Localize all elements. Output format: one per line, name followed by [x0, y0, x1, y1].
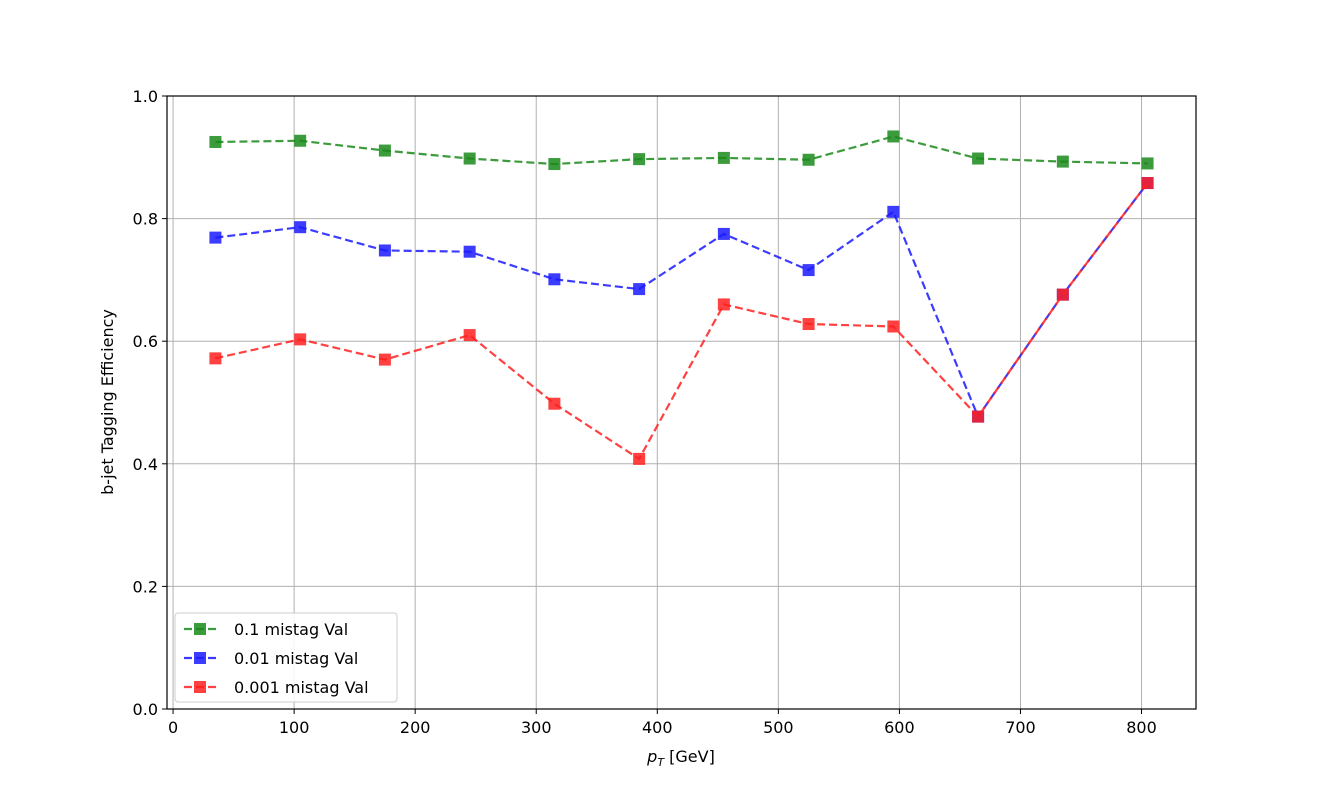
x-tick-label: 0: [168, 718, 178, 737]
legend-box: [174, 612, 398, 703]
data-point: [209, 352, 222, 365]
legend-label: 0.1 mistag Val: [234, 620, 348, 639]
y-tick-label: 0.2: [133, 577, 158, 596]
data-point: [463, 245, 476, 258]
x-tick-label: 400: [642, 718, 673, 737]
data-point: [548, 397, 561, 410]
data-point: [887, 320, 900, 333]
data-point: [717, 151, 730, 164]
y-tick-label: 0.8: [133, 210, 158, 229]
data-point: [378, 353, 391, 366]
legend-entry-2: 0.01 mistag Val: [184, 649, 358, 668]
data-point: [802, 318, 815, 331]
x-tick-label: 500: [763, 718, 794, 737]
x-axis-label: pT [GeV]: [646, 747, 715, 769]
x-tick-label: 300: [521, 718, 552, 737]
y-axis-label: b-jet Tagging Efficiency: [98, 309, 117, 495]
data-point: [802, 264, 815, 277]
series-line: [215, 135, 1148, 166]
y-tick-label: 0.6: [133, 332, 158, 351]
data-series: [209, 130, 1154, 465]
data-point: [633, 283, 646, 296]
data-point: [887, 130, 900, 143]
plot-frame: [166, 95, 1197, 710]
data-point: [972, 152, 985, 165]
data-point: [463, 152, 476, 165]
data-point: [209, 231, 222, 244]
data-point: [294, 333, 307, 346]
data-point: [717, 227, 730, 240]
data-point: [972, 410, 985, 423]
data-point: [294, 221, 307, 234]
data-point: [463, 329, 476, 342]
data-point: [548, 158, 561, 171]
y-tick-label: 0.4: [133, 455, 158, 474]
data-point: [887, 205, 900, 218]
data-point: [1056, 288, 1069, 301]
legend-entry-3: 0.001 mistag Val: [184, 678, 369, 697]
data-point: [294, 134, 307, 147]
x-tick-label: 200: [400, 718, 431, 737]
legend-label: 0.01 mistag Val: [234, 649, 358, 668]
x-tick-label: 600: [884, 718, 915, 737]
legend-marker: [194, 652, 206, 664]
data-point: [548, 273, 561, 286]
legend-label: 0.001 mistag Val: [234, 678, 369, 697]
data-point: [209, 135, 222, 148]
legend-marker: [194, 623, 206, 635]
series-1: [209, 130, 1154, 171]
x-tick-label: 800: [1126, 718, 1157, 737]
data-point: [1141, 177, 1154, 190]
data-point: [378, 144, 391, 157]
legend: 0.1 mistag Val 0.01 mistag Val 0.001 mista…: [174, 612, 398, 703]
series-line: [215, 182, 1149, 419]
data-point: [633, 153, 646, 166]
series-3: [209, 177, 1154, 465]
legend-marker: [194, 681, 206, 693]
y-tick-label: 0.0: [133, 700, 158, 719]
data-point: [717, 298, 730, 311]
data-point: [633, 452, 646, 465]
legend-entries: 0.1 mistag Val 0.01 mistag Val 0.001 mista…: [184, 620, 369, 697]
x-tick-label: 700: [1005, 718, 1036, 737]
axis-ticks: 0 100 200 300 400 500 600 700 800 0.0 0.2 0.4 0.6 0.8…: [133, 87, 1157, 737]
legend-entry-1: 0.1 mistag Val: [184, 620, 348, 639]
series-line: [215, 182, 1149, 461]
data-point: [1056, 155, 1069, 168]
data-point: [802, 153, 815, 166]
data-point: [378, 244, 391, 257]
x-tick-label: 100: [279, 718, 310, 737]
data-point: [1141, 157, 1154, 170]
y-tick-label: 1.0: [133, 87, 158, 106]
